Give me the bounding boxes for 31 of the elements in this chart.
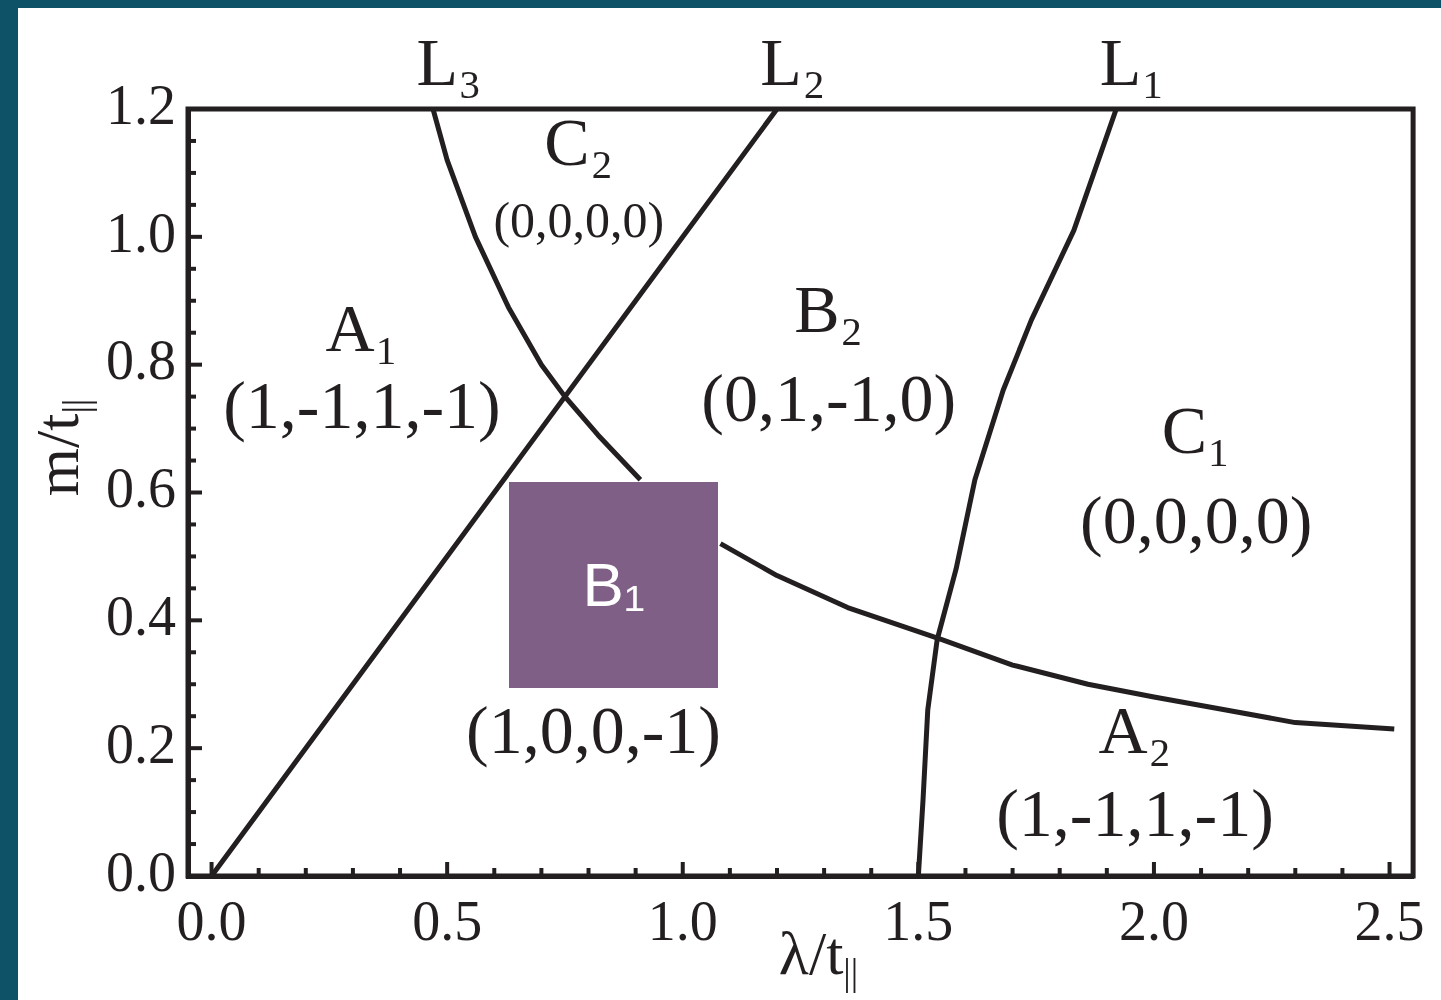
x-tick-label: 2.5 (1354, 890, 1425, 953)
y-tick-label: 0.2 (106, 712, 176, 775)
x-tick-label: 0.5 (412, 890, 483, 953)
annotation: C₁ (1161, 391, 1231, 468)
label-box: B₁ (508, 481, 719, 689)
x-tick-label: 1.5 (883, 890, 954, 953)
series-label: L₁ (1099, 24, 1165, 100)
series-label: L₂ (760, 24, 826, 100)
annotation: (0,1,-1,0) (701, 359, 957, 436)
y-tick-label: 0.0 (106, 840, 176, 903)
annotation: B₁ (582, 549, 645, 619)
annotation: (1,-1,1,-1) (223, 366, 501, 443)
x-axis-title: λ/t|| (778, 919, 859, 994)
annotation: (1,-1,1,-1) (996, 775, 1274, 852)
annotation: (1,0,0,-1) (466, 692, 721, 769)
series-label: L₃ (416, 24, 482, 100)
annotation: (0,0,0,0) (493, 192, 665, 249)
annotation: C₂ (544, 104, 614, 181)
annotation: B₂ (794, 270, 864, 347)
x-tick-label: 2.0 (1118, 890, 1189, 953)
y-tick-label: 0.6 (106, 457, 176, 520)
x-tick-label: 0.0 (176, 890, 247, 953)
annotation: A₁ (325, 289, 399, 366)
x-tick-label: 1.0 (647, 890, 718, 953)
y-tick-label: 1.0 (106, 201, 176, 264)
y-tick-label: 0.4 (106, 585, 176, 648)
y-tick-label: 0.8 (106, 329, 176, 392)
annotation: A₂ (1098, 692, 1172, 769)
y-tick-label: 1.2 (106, 73, 176, 136)
y-axis-title: m/t|| (23, 398, 98, 497)
annotation: (0,0,0,0) (1080, 481, 1313, 558)
